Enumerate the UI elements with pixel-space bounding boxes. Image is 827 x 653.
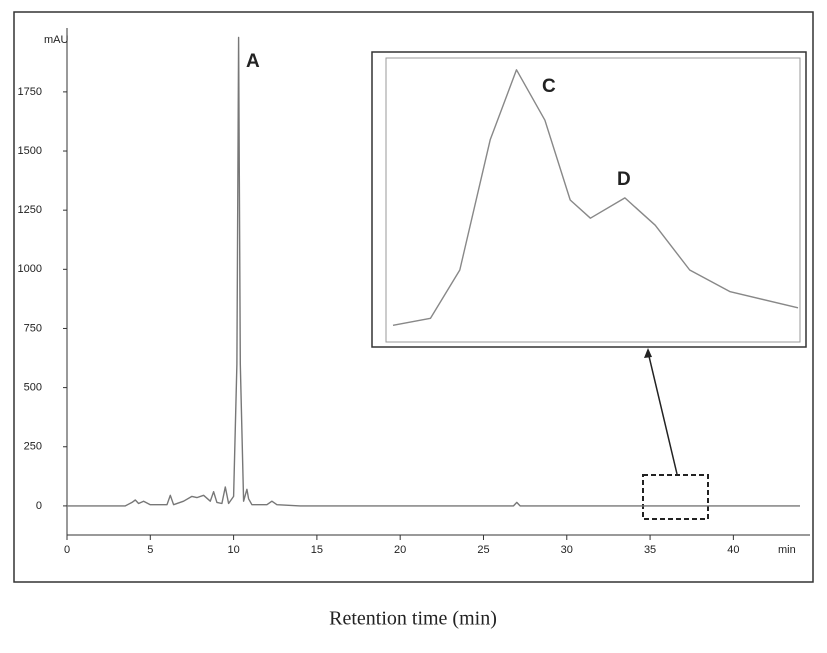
x-unit-label: min [778, 544, 796, 556]
y-tick-label: 0 [36, 500, 42, 512]
y-tick-label: 750 [24, 322, 42, 334]
x-tick-label: 15 [311, 544, 323, 556]
arrow-head [644, 348, 652, 358]
y-tick-label: 250 [24, 441, 42, 453]
annotation: A [246, 51, 260, 72]
y-tick-label: 1000 [18, 263, 42, 275]
x-tick-label: 20 [394, 544, 406, 556]
x-tick-label: 35 [644, 544, 656, 556]
y-tick-label: 500 [24, 382, 42, 394]
y-tick-label: 1750 [18, 86, 42, 98]
zoom-box [642, 474, 709, 520]
y-tick-label: 1250 [18, 204, 42, 216]
x-axis-label: Retention time (min) [329, 608, 497, 630]
y-axis-label: mAU [44, 34, 69, 46]
x-tick-label: 30 [561, 544, 573, 556]
x-tick-label: 10 [227, 544, 239, 556]
trace [392, 69, 799, 326]
inset-plot [385, 57, 801, 343]
x-tick-label: 5 [147, 544, 153, 556]
x-tick-label: 25 [477, 544, 489, 556]
inset-frame [371, 51, 807, 348]
y-tick-label: 1500 [18, 145, 42, 157]
annotation: D [617, 169, 631, 190]
trace [67, 36, 800, 507]
annotation: C [542, 76, 556, 97]
x-tick-label: 40 [727, 544, 739, 556]
x-tick-label: 0 [64, 544, 70, 556]
zoom-arrow [647, 351, 678, 475]
outer-frame [13, 11, 814, 583]
